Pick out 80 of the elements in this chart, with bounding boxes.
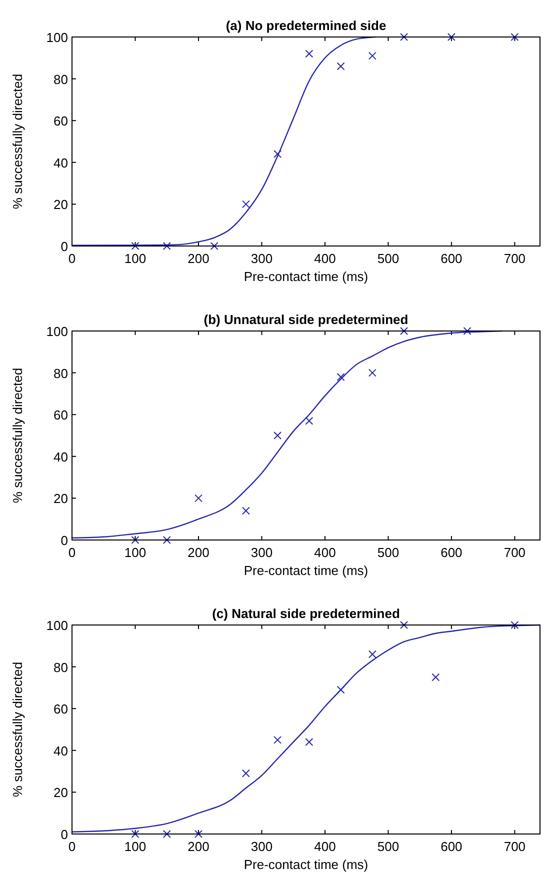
y-tick-label: 60 [54, 408, 68, 423]
point [242, 200, 250, 208]
chart-title: (a) No predetermined side [226, 18, 386, 33]
y-tick-label: 40 [54, 743, 68, 758]
point [305, 416, 314, 425]
x-tick-label: 700 [504, 839, 526, 854]
y-tick-label: 20 [54, 197, 68, 212]
y-tick-label: 100 [46, 618, 68, 633]
chart-title: (b) Unnatural side predetermined [204, 312, 408, 327]
point [447, 33, 456, 41]
x-axis-title: Pre-contact time (ms) [244, 857, 368, 872]
x-axis-title: Pre-contact time (ms) [244, 563, 368, 578]
x-tick-label: 300 [250, 839, 273, 854]
x-tick-label: 600 [440, 251, 462, 266]
x-tick-label: 400 [314, 545, 336, 560]
x-tick-label: 100 [124, 839, 146, 854]
y-axis-title: % successfully directed [10, 662, 25, 798]
point [305, 50, 314, 58]
point [242, 769, 250, 778]
point [274, 150, 282, 158]
point [336, 62, 345, 70]
x-tick-label: 600 [440, 545, 462, 560]
point [336, 686, 345, 694]
point [510, 621, 519, 629]
x-tick-label: 300 [250, 251, 273, 266]
point [194, 830, 202, 838]
x-tick-label: 100 [124, 545, 146, 560]
point [463, 327, 472, 335]
y-tick-label: 40 [54, 155, 68, 170]
point [400, 327, 408, 335]
x-tick-label: 500 [377, 251, 400, 266]
x-tick-label: 500 [377, 545, 400, 560]
point [131, 830, 140, 838]
point [162, 830, 171, 838]
y-axis-title: % successfully directed [10, 368, 25, 504]
point [131, 242, 140, 250]
y-tick-label: 100 [46, 30, 68, 45]
x-tick-label: 700 [504, 545, 526, 560]
y-tick-label: 80 [54, 72, 68, 87]
x-tick-label: 400 [314, 251, 336, 266]
point [162, 242, 171, 250]
y-tick-label: 0 [60, 533, 68, 548]
point [210, 242, 218, 250]
point [400, 33, 408, 41]
point [131, 536, 140, 544]
point [194, 494, 202, 502]
y-tick-label: 40 [54, 449, 68, 464]
point [162, 536, 171, 544]
y-tick-label: 0 [60, 239, 68, 254]
y-tick-label: 80 [54, 660, 68, 675]
point [368, 52, 376, 60]
y-tick-label: 20 [54, 491, 68, 506]
x-tick-label: 600 [440, 839, 462, 854]
y-tick-label: 60 [54, 114, 68, 129]
x-tick-label: 200 [188, 839, 210, 854]
y-tick-label: 60 [54, 702, 68, 717]
x-tick-label: 500 [377, 839, 400, 854]
point [432, 673, 440, 682]
y-tick-label: 80 [54, 366, 68, 381]
x-tick-label: 400 [314, 839, 336, 854]
chart-title: (c) Natural side predetermined [212, 606, 400, 621]
point [305, 738, 314, 746]
x-tick-label: 200 [188, 251, 210, 266]
point [368, 650, 376, 658]
point [274, 432, 282, 440]
point [274, 736, 282, 744]
point [336, 372, 345, 381]
x-tick-label: 100 [124, 251, 146, 266]
y-axis-title: % successfully directed [10, 74, 25, 210]
x-tick-label: 300 [250, 545, 273, 560]
y-tick-label: 100 [46, 324, 68, 339]
x-tick-label: 200 [188, 545, 210, 560]
point [510, 33, 519, 41]
y-tick-label: 0 [60, 827, 68, 842]
point [400, 621, 408, 629]
x-tick-label: 700 [504, 251, 526, 266]
point [242, 506, 250, 515]
y-tick-label: 20 [54, 785, 68, 800]
x-axis-title: Pre-contact time (ms) [244, 269, 368, 284]
point [368, 368, 376, 377]
